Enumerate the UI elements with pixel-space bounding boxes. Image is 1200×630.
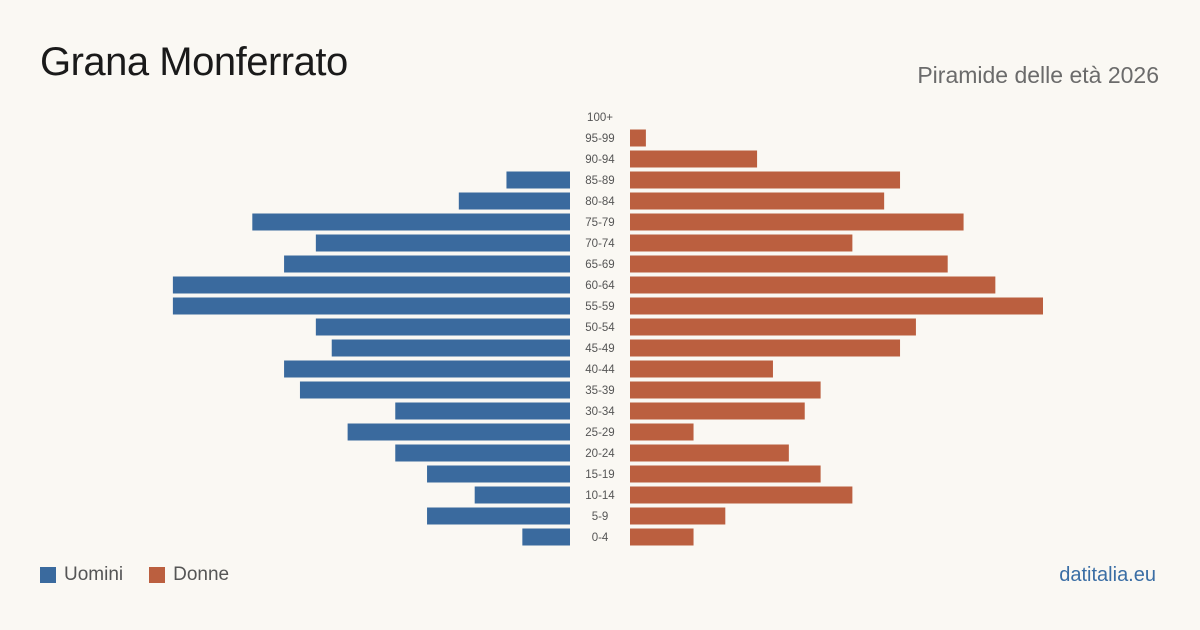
bar-men-5-9: [427, 507, 570, 525]
age-label-35-39: 35-39: [585, 385, 614, 397]
bar-men-25-29: [347, 423, 570, 441]
age-label-75-79: 75-79: [585, 217, 614, 229]
bar-women-75-79: [630, 213, 964, 231]
bar-women-95-99: [630, 129, 646, 147]
age-label-95-99: 95-99: [585, 133, 614, 145]
bar-men-15-19: [427, 465, 570, 483]
bar-women-70-74: [630, 234, 853, 252]
age-label-100plus: 100+: [587, 112, 613, 124]
bar-men-0-4: [522, 528, 570, 546]
bar-women-5-9: [630, 507, 726, 525]
age-label-0-4: 0-4: [592, 532, 609, 544]
age-label-55-59: 55-59: [585, 301, 614, 313]
bar-women-20-24: [630, 444, 789, 462]
bar-men-65-69: [284, 255, 570, 273]
age-label-80-84: 80-84: [585, 196, 615, 208]
bar-women-85-89: [630, 171, 901, 189]
bar-men-60-64: [172, 276, 570, 294]
bar-women-25-29: [630, 423, 694, 441]
bar-women-65-69: [630, 255, 948, 273]
bar-men-45-49: [331, 339, 570, 357]
bar-men-20-24: [395, 444, 570, 462]
legend-label-women: Donne: [173, 564, 230, 585]
chart-subtitle: Piramide delle età 2026: [917, 62, 1159, 88]
age-label-45-49: 45-49: [585, 343, 614, 355]
bar-women-60-64: [630, 276, 996, 294]
bar-women-50-54: [630, 318, 916, 336]
bar-men-80-84: [458, 192, 570, 210]
age-label-50-54: 50-54: [585, 322, 615, 334]
age-label-40-44: 40-44: [585, 364, 615, 376]
age-label-85-89: 85-89: [585, 175, 614, 187]
bar-women-10-14: [630, 486, 853, 504]
legend-swatch-women: [149, 567, 166, 583]
age-label-10-14: 10-14: [585, 490, 615, 502]
chart-title: Grana Monferrato: [40, 40, 348, 84]
age-label-25-29: 25-29: [585, 427, 614, 439]
bar-men-75-79: [252, 213, 571, 231]
age-label-5-9: 5-9: [592, 511, 609, 523]
legend-label-men: Uomini: [64, 564, 124, 585]
legend-item-women: Donne: [149, 564, 229, 586]
bar-men-10-14: [474, 486, 570, 504]
bar-women-80-84: [630, 192, 885, 210]
bar-men-40-44: [284, 360, 570, 378]
bar-women-15-19: [630, 465, 821, 483]
bar-women-0-4: [630, 528, 694, 546]
bar-men-35-39: [299, 381, 570, 399]
bar-women-30-34: [630, 402, 805, 420]
age-label-15-19: 15-19: [585, 469, 614, 481]
legend: Uomini Donne: [40, 564, 255, 586]
bar-men-50-54: [315, 318, 570, 336]
bar-men-55-59: [172, 297, 570, 315]
bar-men-85-89: [506, 171, 570, 189]
bar-women-35-39: [630, 381, 821, 399]
bar-women-90-94: [630, 150, 758, 168]
age-label-90-94: 90-94: [585, 154, 615, 166]
bar-women-40-44: [630, 360, 773, 378]
bar-men-30-34: [395, 402, 570, 420]
bar-men-70-74: [315, 234, 570, 252]
source-link[interactable]: datitalia.eu: [1059, 564, 1156, 586]
bar-women-45-49: [630, 339, 901, 357]
age-label-20-24: 20-24: [585, 448, 615, 460]
age-label-30-34: 30-34: [585, 406, 615, 418]
legend-swatch-men: [40, 567, 56, 583]
age-label-60-64: 60-64: [585, 280, 615, 292]
bar-women-55-59: [630, 297, 1043, 315]
age-label-70-74: 70-74: [585, 238, 615, 250]
age-label-65-69: 65-69: [585, 259, 614, 271]
legend-item-men: Uomini: [40, 564, 123, 586]
